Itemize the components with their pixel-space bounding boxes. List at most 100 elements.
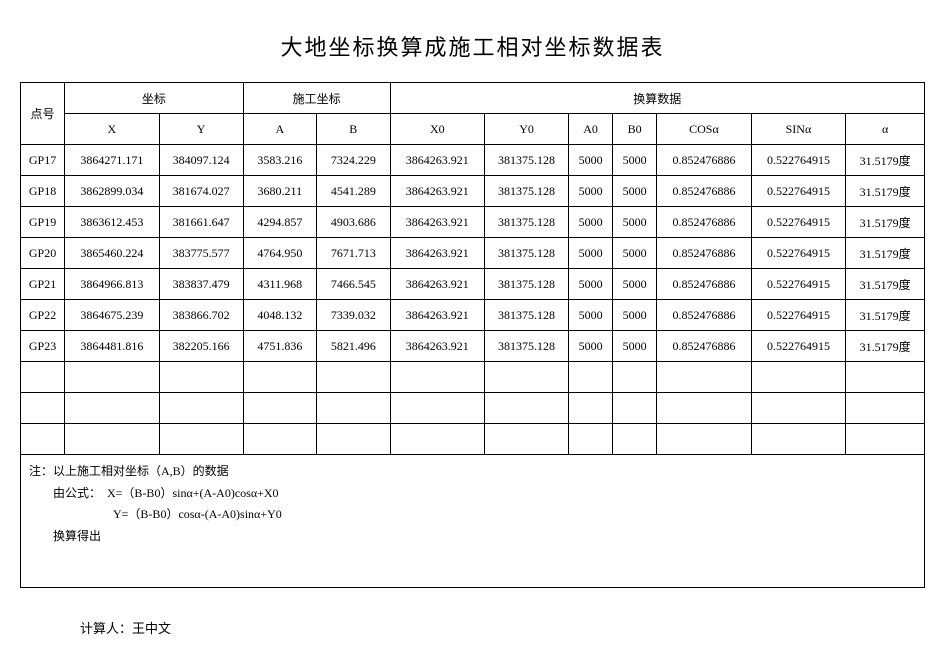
cell-Y: 381661.647 [159, 207, 243, 238]
group-conv: 换算数据 [390, 83, 924, 114]
cell-Y0: 381375.128 [485, 238, 569, 269]
cell-id: GP20 [21, 238, 65, 269]
cell-X: 3862899.034 [65, 176, 159, 207]
cell-SIN: 0.522764915 [751, 207, 845, 238]
cell-empty [846, 362, 925, 393]
cell-X0: 3864263.921 [390, 207, 484, 238]
col-B0: B0 [613, 114, 657, 145]
cell-id: GP19 [21, 207, 65, 238]
cell-empty [846, 393, 925, 424]
cell-empty [243, 362, 316, 393]
cell-alpha: 31.5179度 [846, 176, 925, 207]
cell-id: GP17 [21, 145, 65, 176]
footer: 计算人：王中文 [80, 618, 925, 637]
notes-cell: 注：以上施工相对坐标（A,B）的数据 由公式： X=（B-B0）sinα+(A-… [21, 455, 925, 588]
cell-B: 4541.289 [317, 176, 391, 207]
cell-Y0: 381375.128 [485, 331, 569, 362]
col-alpha: α [846, 114, 925, 145]
cell-B: 7466.545 [317, 269, 391, 300]
page-title: 大地坐标换算成施工相对坐标数据表 [20, 30, 925, 62]
cell-B0: 5000 [613, 331, 657, 362]
cell-A: 4311.968 [243, 269, 316, 300]
note-line1: 注：以上施工相对坐标（A,B）的数据 [29, 461, 916, 483]
cell-empty [485, 393, 569, 424]
cell-A: 4751.836 [243, 331, 316, 362]
cell-empty [613, 393, 657, 424]
cell-empty [159, 393, 243, 424]
cell-SIN: 0.522764915 [751, 269, 845, 300]
col-X0: X0 [390, 114, 484, 145]
cell-empty [317, 424, 391, 455]
cell-B0: 5000 [613, 207, 657, 238]
cell-empty [569, 424, 613, 455]
cell-empty [243, 393, 316, 424]
cell-X0: 3864263.921 [390, 145, 484, 176]
cell-alpha: 31.5179度 [846, 300, 925, 331]
cell-SIN: 0.522764915 [751, 176, 845, 207]
data-table: 点号 坐标 施工坐标 换算数据 X Y A B X0 Y0 A0 B0 COSα… [20, 82, 925, 588]
cell-empty [390, 362, 484, 393]
cell-B: 7324.229 [317, 145, 391, 176]
col-SIN: SINα [751, 114, 845, 145]
cell-X: 3863612.453 [65, 207, 159, 238]
cell-Y: 383775.577 [159, 238, 243, 269]
cell-COS: 0.852476886 [657, 207, 751, 238]
footer-name: 王中文 [132, 621, 171, 636]
note-line4: 换算得出 [29, 526, 916, 548]
cell-empty [317, 362, 391, 393]
cell-Y0: 381375.128 [485, 269, 569, 300]
cell-B0: 5000 [613, 176, 657, 207]
cell-empty [657, 424, 751, 455]
note-line3: Y=（B-B0）cosα-(A-A0)sinα+Y0 [29, 504, 916, 526]
cell-SIN: 0.522764915 [751, 300, 845, 331]
table-row: GP233864481.816382205.1664751.8365821.49… [21, 331, 925, 362]
table-row: GP213864966.813383837.4794311.9687466.54… [21, 269, 925, 300]
notes-row: 注：以上施工相对坐标（A,B）的数据 由公式： X=（B-B0）sinα+(A-… [21, 455, 925, 588]
footer-label: 计算人： [80, 621, 132, 636]
cell-alpha: 31.5179度 [846, 145, 925, 176]
col-id: 点号 [21, 83, 65, 145]
cell-X0: 3864263.921 [390, 176, 484, 207]
cell-A: 3583.216 [243, 145, 316, 176]
cell-A: 4294.857 [243, 207, 316, 238]
table-row-empty [21, 362, 925, 393]
cell-B0: 5000 [613, 269, 657, 300]
cell-X0: 3864263.921 [390, 300, 484, 331]
cell-A0: 5000 [569, 300, 613, 331]
group-constr: 施工坐标 [243, 83, 390, 114]
cell-empty [65, 424, 159, 455]
cell-empty [751, 362, 845, 393]
cell-Y: 384097.124 [159, 145, 243, 176]
cell-SIN: 0.522764915 [751, 331, 845, 362]
cell-A0: 5000 [569, 238, 613, 269]
cell-A: 3680.211 [243, 176, 316, 207]
cell-B0: 5000 [613, 300, 657, 331]
cell-COS: 0.852476886 [657, 176, 751, 207]
cell-empty [21, 362, 65, 393]
cell-id: GP18 [21, 176, 65, 207]
cell-alpha: 31.5179度 [846, 331, 925, 362]
cell-B0: 5000 [613, 145, 657, 176]
cell-empty [569, 393, 613, 424]
cell-B: 7339.032 [317, 300, 391, 331]
header-row-1: 点号 坐标 施工坐标 换算数据 [21, 83, 925, 114]
table-row-empty [21, 424, 925, 455]
header-row-2: X Y A B X0 Y0 A0 B0 COSα SINα α [21, 114, 925, 145]
cell-X: 3864271.171 [65, 145, 159, 176]
cell-empty [613, 362, 657, 393]
col-Y0: Y0 [485, 114, 569, 145]
cell-A: 4048.132 [243, 300, 316, 331]
cell-A0: 5000 [569, 207, 613, 238]
table-row: GP203865460.224383775.5774764.9507671.71… [21, 238, 925, 269]
cell-empty [569, 362, 613, 393]
cell-empty [159, 424, 243, 455]
cell-A0: 5000 [569, 269, 613, 300]
cell-empty [243, 424, 316, 455]
cell-B: 4903.686 [317, 207, 391, 238]
cell-empty [485, 424, 569, 455]
cell-A: 4764.950 [243, 238, 316, 269]
cell-id: GP23 [21, 331, 65, 362]
table-row: GP173864271.171384097.1243583.2167324.22… [21, 145, 925, 176]
cell-empty [846, 424, 925, 455]
cell-X0: 3864263.921 [390, 331, 484, 362]
